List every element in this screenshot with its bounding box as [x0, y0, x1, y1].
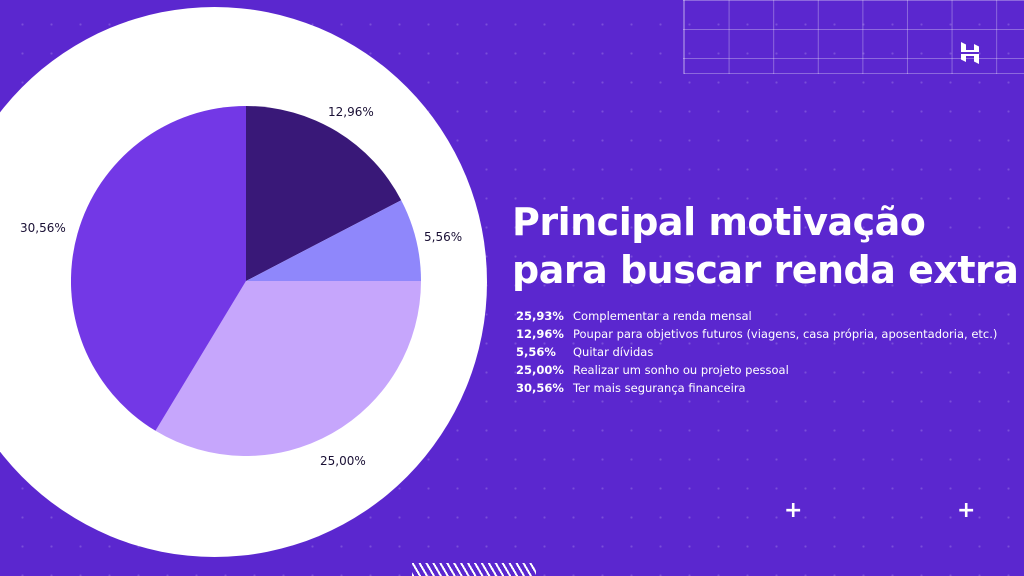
- legend-label: Poupar para objetivos futuros (viagens, …: [573, 327, 998, 341]
- legend-percent: 25,93%: [516, 309, 564, 323]
- grid-decoration: [683, 0, 1024, 74]
- legend-percent: 5,56%: [516, 345, 556, 359]
- legend-item: 5,56% Quitar dívidas: [516, 343, 997, 361]
- legend-label: Ter mais segurança financeira: [573, 381, 746, 395]
- legend-percent: 30,56%: [516, 381, 564, 395]
- chart-title: Principal motivação para buscar renda ex…: [512, 198, 1019, 294]
- title-line-2: para buscar renda extra: [512, 248, 1019, 292]
- legend-percent: 25,00%: [516, 363, 564, 377]
- plus-icon: +: [957, 498, 976, 523]
- slice-label-5-56: 5,56%: [424, 230, 463, 244]
- legend-percent: 12,96%: [516, 327, 564, 341]
- title-line-1: Principal motivação: [512, 200, 926, 244]
- legend: 25,93% Complementar a renda mensal 12,96…: [516, 307, 997, 397]
- slice-label-30-56: 30,56%: [20, 221, 66, 235]
- pie-chart: [71, 106, 421, 456]
- slice-label-12-96: 12,96%: [328, 105, 374, 119]
- hostinger-logo-icon: [961, 42, 979, 64]
- legend-label: Complementar a renda mensal: [573, 309, 752, 323]
- legend-item: 25,00% Realizar um sonho ou projeto pess…: [516, 361, 997, 379]
- plus-icon: +: [784, 498, 803, 523]
- legend-label: Quitar dívidas: [573, 345, 654, 359]
- slice-savings: [246, 106, 402, 281]
- slice-dream: [155, 281, 421, 456]
- slice-debts: [246, 200, 421, 281]
- legend-item: 12,96% Poupar para objetivos futuros (vi…: [516, 325, 997, 343]
- slice-label-25-00: 25,00%: [320, 454, 366, 468]
- stripe-decoration: [412, 563, 536, 576]
- legend-item: 30,56% Ter mais segurança financeira: [516, 379, 997, 397]
- legend-label: Realizar um sonho ou projeto pessoal: [573, 363, 789, 377]
- legend-item: 25,93% Complementar a renda mensal: [516, 307, 997, 325]
- slice-security: [71, 106, 246, 431]
